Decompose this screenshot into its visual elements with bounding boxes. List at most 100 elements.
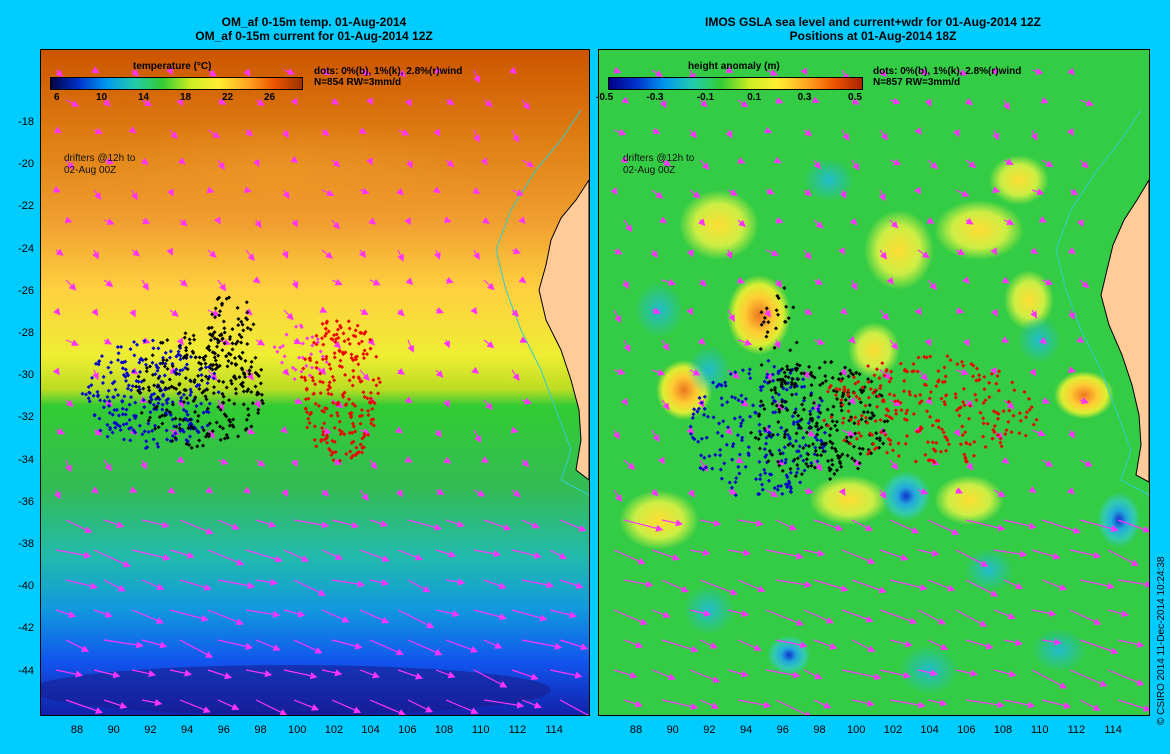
current-arrow	[765, 669, 801, 679]
current-arrow	[699, 159, 710, 171]
current-arrow	[889, 158, 902, 166]
drifter-dot	[362, 434, 367, 439]
current-arrow	[813, 639, 838, 650]
current-arrow	[473, 69, 481, 84]
drifter-dot	[244, 417, 249, 422]
current-arrow	[612, 429, 620, 440]
current-arrow	[255, 338, 266, 346]
drifter-dot	[969, 362, 974, 367]
drifter-dot	[110, 430, 115, 435]
drifter-dot	[281, 343, 286, 348]
drifter-dot	[698, 466, 703, 471]
drifter-dot	[743, 396, 748, 401]
current-arrow	[990, 67, 998, 76]
drifter-dot	[120, 412, 125, 417]
current-arrow	[620, 397, 628, 406]
current-arrow	[955, 669, 978, 677]
drifter-dot	[821, 449, 826, 454]
current-arrow	[511, 549, 542, 559]
current-arrow	[737, 579, 766, 593]
drifter-dot	[341, 331, 346, 336]
current-arrow	[511, 489, 521, 498]
drifter-dot	[199, 366, 204, 371]
current-arrow	[1107, 609, 1129, 618]
drifter-dot	[170, 439, 175, 444]
current-arrow	[252, 159, 260, 168]
current-arrow	[622, 279, 629, 290]
current-arrow	[141, 279, 149, 291]
drifter-dot	[105, 394, 110, 399]
drifter-dot	[362, 431, 367, 436]
current-arrow	[321, 249, 333, 259]
current-arrow	[849, 217, 858, 226]
current-arrow	[650, 488, 659, 497]
current-arrow	[103, 337, 113, 345]
drifter-dot	[740, 435, 745, 440]
drifter-dot	[809, 461, 814, 466]
current-arrow	[764, 126, 773, 134]
drifter-dot	[140, 432, 145, 437]
current-arrow	[283, 669, 318, 680]
drifter-dot	[748, 376, 753, 381]
current-arrow	[848, 397, 856, 406]
current-arrow	[177, 157, 186, 165]
current-arrow	[775, 519, 797, 531]
current-arrow	[103, 699, 128, 709]
drifter-dot	[772, 485, 777, 490]
current-arrow	[511, 609, 548, 622]
drifter-dot	[230, 347, 235, 352]
drifter-dot	[858, 388, 863, 393]
current-arrow	[55, 427, 65, 435]
latitude-label: -36	[18, 495, 34, 508]
current-arrow	[803, 549, 826, 557]
drifter-dot	[829, 445, 834, 450]
drifter-dot	[358, 421, 363, 426]
current-arrow	[359, 489, 369, 502]
drifter-dot	[782, 445, 787, 450]
current-arrow	[93, 669, 121, 679]
drifter-dot	[819, 438, 824, 443]
drifter-dot	[178, 357, 183, 362]
current-arrow	[559, 639, 589, 651]
current-arrow	[331, 219, 340, 230]
drifter-dot	[329, 413, 334, 418]
current-arrow	[661, 159, 672, 167]
drifter-dot	[697, 395, 702, 400]
drifter-dot	[151, 346, 156, 351]
drifter-dot	[792, 382, 797, 387]
current-arrow	[521, 397, 532, 405]
current-arrow	[1031, 67, 1044, 75]
drifter-dot	[315, 340, 320, 345]
current-arrow	[725, 427, 733, 436]
drifter-dot	[106, 365, 111, 370]
drifter-dot	[727, 480, 732, 485]
current-arrow	[281, 249, 289, 260]
current-arrow	[699, 579, 738, 596]
current-arrow	[131, 609, 165, 624]
drifter-dot	[783, 432, 788, 437]
drifter-dot	[360, 445, 365, 450]
current-arrow	[103, 579, 126, 592]
drifter-dot	[689, 431, 694, 436]
drifter-dot	[804, 430, 809, 435]
drifter-dot	[807, 424, 812, 429]
current-arrow	[955, 69, 968, 76]
drifter-dot	[351, 358, 356, 363]
current-arrow	[651, 307, 661, 315]
drifter-dot	[249, 424, 254, 429]
drifter-dot	[780, 404, 785, 409]
current-arrow	[445, 276, 454, 284]
drifter-dot	[338, 358, 343, 363]
drifter-dot	[196, 413, 201, 418]
drifter-dot	[207, 432, 212, 437]
drifter-dot	[800, 402, 805, 407]
drifter-dot	[275, 349, 280, 354]
drifter-dot	[808, 416, 813, 421]
drifter-dot	[206, 410, 211, 415]
drifter-dot	[830, 419, 835, 424]
drifter-dot	[718, 453, 723, 458]
current-arrow	[623, 339, 631, 353]
drifter-dot	[157, 414, 162, 419]
drifter-dot	[231, 375, 236, 380]
drifter-dot	[815, 432, 820, 437]
